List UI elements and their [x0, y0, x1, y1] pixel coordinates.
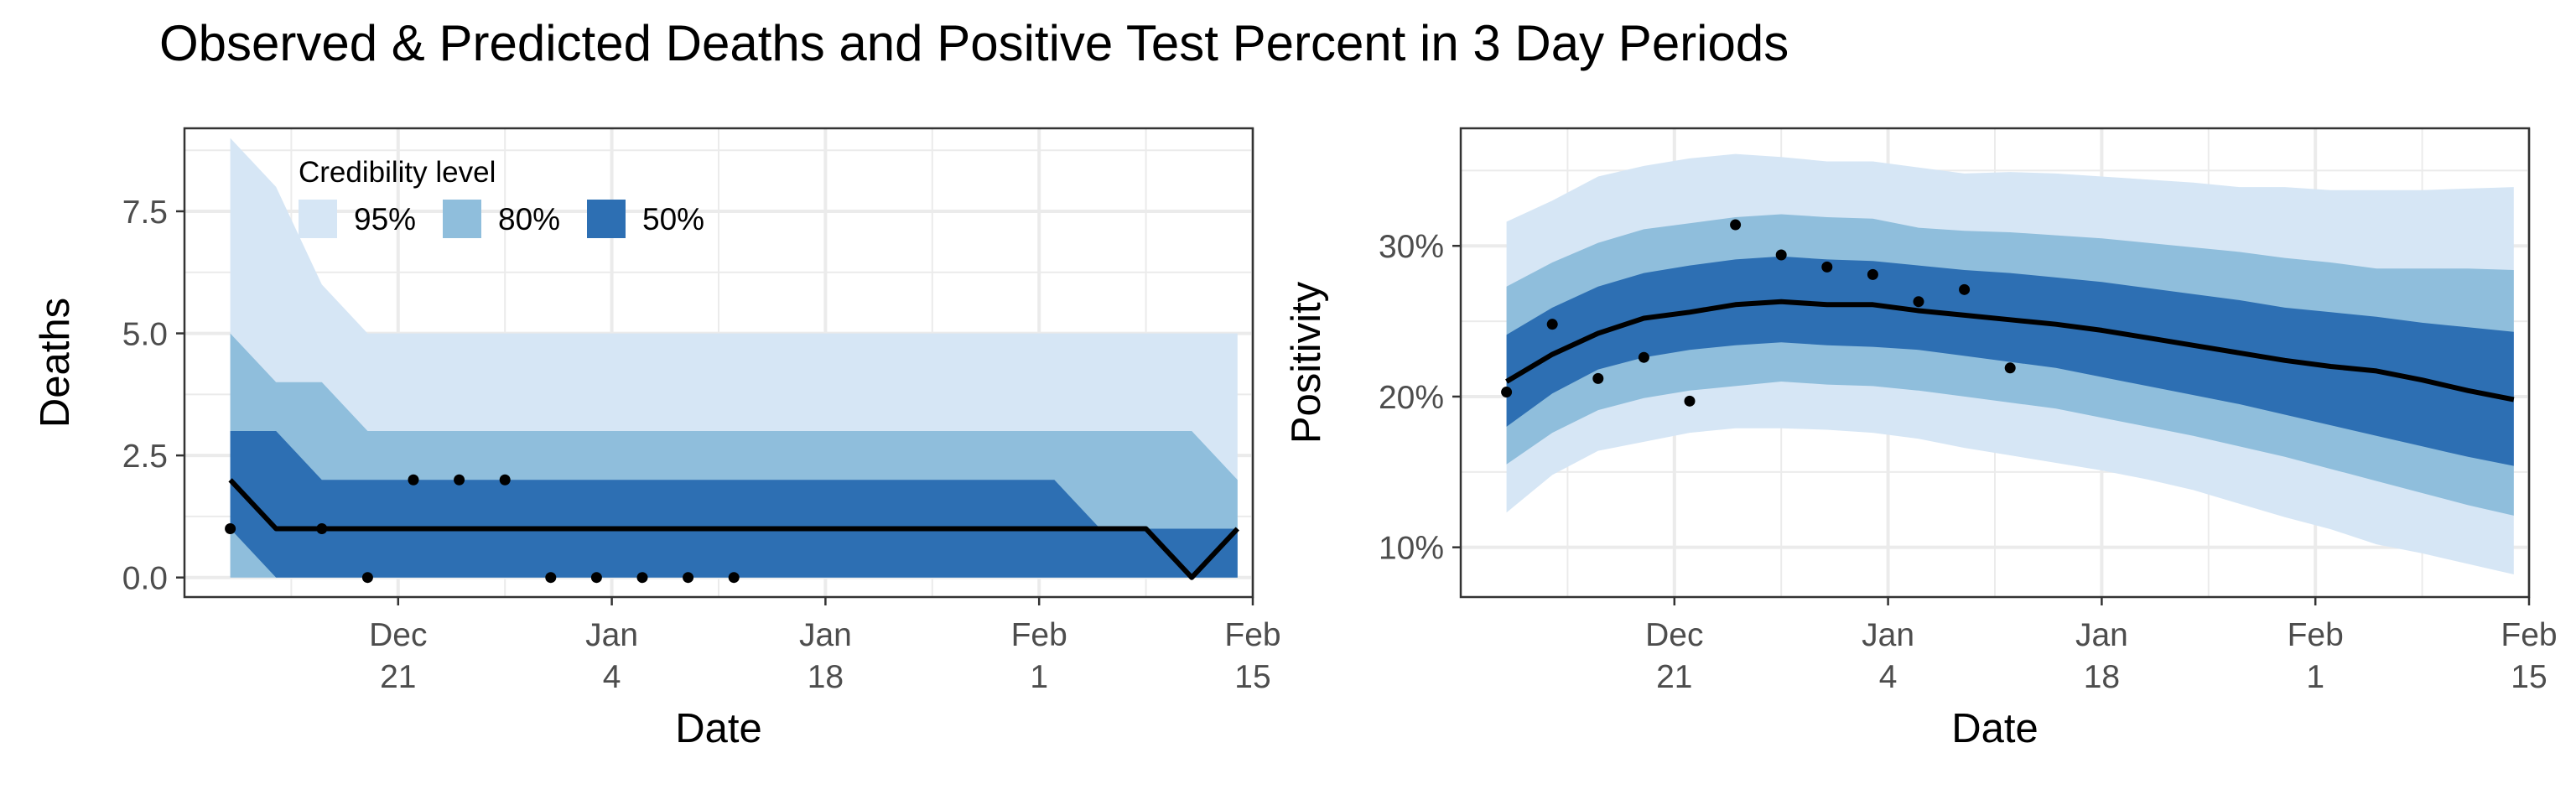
x-tick-label: 1 — [1030, 659, 1048, 695]
y-tick-label: 5.0 — [122, 317, 168, 353]
observed-point — [1867, 268, 1878, 280]
legend-swatch — [443, 200, 481, 238]
observed-point — [1546, 319, 1558, 330]
deaths-panel: 0.0 2.5 5.0 7.5 Dec 21 Jan 4 Jan 18 Feb 1 Feb 15 Date D… — [33, 127, 1281, 751]
x-tick-label: 18 — [808, 659, 844, 695]
x-tick-label: Dec — [1645, 617, 1703, 653]
band-50 — [230, 431, 1238, 578]
observed-point — [683, 572, 694, 584]
y-tick-label: 2.5 — [122, 439, 168, 475]
legend-label: 50% — [642, 202, 704, 236]
y-tick-label: 30% — [1379, 229, 1444, 265]
observed-point — [728, 572, 740, 584]
x-tick-label: 21 — [1656, 659, 1692, 695]
observed-point — [499, 474, 511, 486]
x-tick-label: Feb — [1011, 617, 1067, 653]
x-tick-label: 21 — [380, 659, 416, 695]
legend-title: Credibility level — [299, 156, 496, 189]
x-tick-label: 4 — [1879, 659, 1898, 695]
observed-point — [590, 572, 602, 584]
y-tick-label: 20% — [1379, 380, 1444, 416]
observed-point — [1730, 219, 1742, 231]
observed-point — [1684, 395, 1696, 407]
y-tick-label: 10% — [1379, 531, 1444, 567]
legend-label: 80% — [498, 202, 560, 236]
figure-title: Observed & Predicted Deaths and Positive… — [159, 15, 1789, 71]
observed-point — [1959, 283, 1971, 295]
median-line — [228, 478, 1239, 580]
observed-point — [1501, 387, 1513, 398]
observed-point — [1638, 351, 1649, 363]
legend-item: 95% — [299, 200, 416, 238]
x-tick-label: Jan — [1862, 617, 1914, 653]
x-tick-label: Jan — [585, 617, 638, 653]
positivity-panel: 10% 20% 30% Dec 21 Jan 4 Jan 18 Feb 1 Feb 15 Date Posi… — [1284, 127, 2558, 751]
x-axis-title: Date — [1951, 706, 2038, 751]
x-tick-label: 4 — [603, 659, 621, 695]
legend-swatch — [587, 200, 626, 238]
observed-point — [1592, 372, 1604, 384]
legend-item: 50% — [587, 200, 704, 238]
observed-point — [408, 474, 419, 486]
x-tick-label: 18 — [2084, 659, 2120, 695]
observed-point — [1775, 249, 1787, 261]
observed-point — [2004, 362, 2016, 374]
x-axis-title: Date — [675, 706, 762, 751]
x-tick-label: Feb — [1224, 617, 1280, 653]
observed-point — [361, 572, 373, 584]
legend: Credibility level 95% 80% 50% — [299, 156, 704, 238]
observed-point — [454, 474, 465, 486]
observed-point — [636, 572, 648, 584]
x-tick-label: Jan — [799, 617, 852, 653]
observed-point — [225, 522, 236, 534]
panel-border — [183, 127, 1254, 599]
observed-point — [1913, 296, 1924, 308]
x-tick-label: Jan — [2075, 617, 2128, 653]
x-tick-label: Feb — [2501, 617, 2557, 653]
observed-point — [545, 572, 557, 584]
legend-swatch — [299, 200, 337, 238]
legend-item: 80% — [443, 200, 560, 238]
legend-items: 95% 80% 50% — [299, 200, 704, 238]
observed-point — [316, 522, 328, 534]
panel-border — [1459, 127, 2531, 599]
x-tick-label: 15 — [2511, 659, 2547, 695]
x-tick-label: 15 — [1234, 659, 1270, 695]
x-tick-label: 1 — [2306, 659, 2324, 695]
y-axis-title: Positivity — [1284, 281, 1329, 444]
median-line — [1505, 299, 2515, 402]
y-axis-title: Deaths — [33, 298, 78, 428]
observed-point — [1821, 261, 1833, 273]
observed-points — [225, 474, 740, 584]
legend-label: 95% — [354, 202, 416, 236]
observed-points — [1501, 219, 2016, 407]
y-tick-label: 0.0 — [122, 561, 168, 597]
band-50 — [1506, 256, 2514, 466]
y-tick-label: 7.5 — [122, 195, 168, 231]
x-tick-label: Dec — [369, 617, 427, 653]
x-tick-label: Feb — [2288, 617, 2344, 653]
